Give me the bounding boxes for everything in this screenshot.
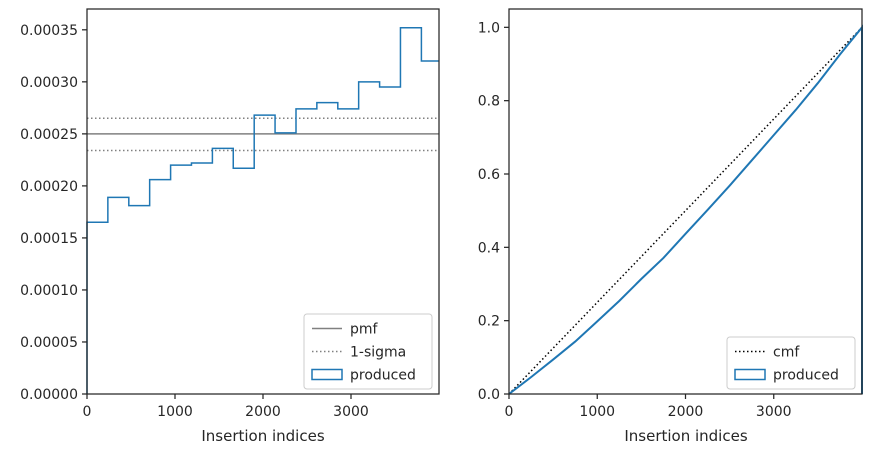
pmf-histogram-marks <box>86 26 439 394</box>
cmf-xtick-label: 0 <box>505 404 514 420</box>
cmf-xtick-label: 1000 <box>579 404 615 420</box>
cmf-legend: cmf produced <box>726 336 856 390</box>
cmf-marks <box>508 24 863 395</box>
pmf-histogram-ytick-label: 0.00015 <box>20 231 78 247</box>
cmf-ytick-label: 0.2 <box>478 314 500 330</box>
cmf-ytick-label: 0.8 <box>478 94 500 110</box>
cmf-ytick-label: 1.0 <box>478 20 500 36</box>
pmf-histogram-ytick-label: 0.00035 <box>20 23 78 39</box>
pmf-histogram-legend-label-produced: produced <box>350 368 416 384</box>
cmf-legend-label-produced: produced <box>773 368 839 384</box>
cmf-panel: 0 1000 2000 3000 0.0 0.2 0.4 0.6 0.8 1.0 Insertio… <box>478 8 863 445</box>
pmf-histogram-frame <box>86 8 440 395</box>
pmf-histogram-ytick-label: 0.00030 <box>20 75 78 91</box>
pmf-histogram-xtick-label: 1000 <box>157 404 193 420</box>
pmf-histogram-legend-label-1-sigma: 1-sigma <box>350 345 406 361</box>
pmf-histogram-panel: 0 1000 2000 3000 0.00000 0.00005 0.00010 0.0001… <box>20 8 440 445</box>
cmf-xtick-label: 3000 <box>756 404 792 420</box>
pmf-histogram-ytick-label: 0.00000 <box>20 387 78 403</box>
pmf-histogram-ytick-label: 0.00020 <box>20 179 78 195</box>
pmf-histogram-legend-label-pmf: pmf <box>350 322 379 338</box>
cmf-ytick-label: 0.4 <box>478 240 500 256</box>
pmf-histogram-xtick-label: 3000 <box>333 404 369 420</box>
cmf-ytick-label: 0.6 <box>478 167 500 183</box>
pmf-histogram-xtick-label: 2000 <box>245 404 281 420</box>
cmf-legend-box <box>726 336 856 390</box>
cmf-xlabel: Insertion indices <box>624 427 747 445</box>
cmf-ticks: 0 1000 2000 3000 0.0 0.2 0.4 0.6 0.8 1.0 <box>478 20 792 420</box>
cmf-line <box>508 26 863 395</box>
cmf-legend-label-cmf: cmf <box>773 345 800 361</box>
cmf-legend-swatch-produced <box>734 368 766 381</box>
produced-histogram-step <box>86 26 439 394</box>
pmf-histogram-ytick-label: 0.00025 <box>20 127 78 143</box>
produced-cmf-line <box>508 24 863 395</box>
pmf-histogram-ytick-label: 0.00005 <box>20 335 78 351</box>
pmf-histogram-ytick-label: 0.00010 <box>20 283 78 299</box>
pmf-histogram-xlabel: Insertion indices <box>201 427 324 445</box>
cmf-ytick-label: 0.0 <box>478 387 500 403</box>
pmf-histogram-ticks: 0 1000 2000 3000 0.00000 0.00005 0.00010 0.0001… <box>20 23 369 420</box>
pmf-histogram-legend: pmf 1-sigma produced <box>303 313 433 390</box>
pmf-histogram-legend-swatch-produced <box>311 368 343 381</box>
cmf-xtick-label: 2000 <box>668 404 704 420</box>
cmf-frame <box>508 8 863 395</box>
pmf-histogram-xtick-label: 0 <box>83 404 92 420</box>
